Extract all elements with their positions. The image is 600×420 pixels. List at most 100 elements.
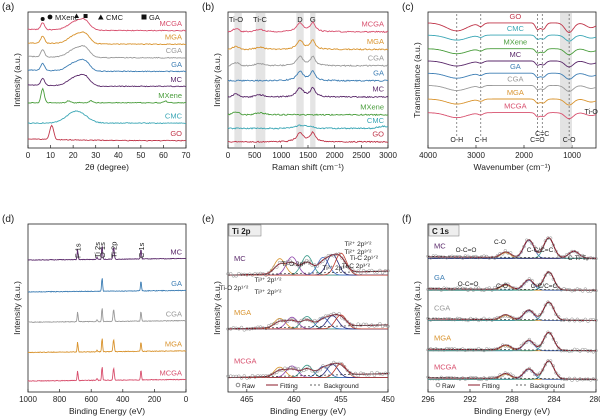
raw-point [364,322,368,327]
series-label: MC [170,247,182,256]
raw-point [583,348,587,352]
raw-point [506,282,510,286]
component-label: Ti³⁺ 2p³ᐟ² [255,289,283,296]
raw-point [345,319,349,324]
raw-point [533,245,537,249]
series-label: MC [234,254,246,263]
raw-point [332,311,336,316]
series-line [27,73,187,88]
raw-point [562,254,566,259]
raw-point [530,369,534,373]
raw-point [535,372,539,377]
raw-point [453,318,457,322]
raw-point [307,365,312,370]
raw-point [538,371,542,375]
title-box [428,224,460,237]
raw-point [239,376,244,380]
raw-point [471,288,475,292]
raw-point [267,374,271,378]
raw-point [375,270,379,274]
raw-point [318,261,322,265]
series-line [428,112,597,120]
raw-point [288,259,293,263]
raw-point [591,350,595,354]
raw-point [340,316,344,320]
raw-point [342,365,347,369]
component-label: C-C/C=C [527,247,554,254]
panel-title: C 1s [432,227,449,236]
series-line [227,21,389,33]
x-tick-label: 1000 [19,395,37,404]
raw-point [332,360,336,365]
component-label: C-C/C=C [531,283,558,290]
panel-e: (e) 465 460 455 450 Binding Energy (eV) Intens… [202,214,395,416]
raw-point [517,347,521,351]
raw-point [570,378,574,382]
raw-point [554,283,558,287]
raw-point [538,312,542,317]
band-label: D [297,15,303,24]
raw-point [370,268,374,273]
legend-label: GA [149,13,160,22]
x-tick-label: 1500 [299,151,317,160]
raw-point [583,287,587,291]
series-label: CMC [507,24,525,33]
raw-point [509,372,513,376]
x-tick-label: 280 [589,395,600,404]
raw-point [538,282,542,286]
raw-point [250,273,255,277]
raw-point [356,373,360,378]
x-tick-label: 288 [505,395,519,404]
series-label: MGA [434,334,451,343]
panel-d: (d) 1000 800 600 400 200 0 Binding Energy (eV) I… [2,214,189,416]
raw-point [482,316,486,320]
series-label: CMC [165,112,183,121]
raw-point [348,267,352,271]
raw-point [275,321,279,325]
peak-label: Ti 2s [93,242,102,258]
raw-point [275,265,279,269]
raw-point [261,272,265,276]
raw-point [272,372,276,376]
x-tick-label: 3000 [467,151,485,160]
component-label: O-C=O [456,247,477,254]
x-tick-label: 60 [159,151,168,160]
raw-point [575,317,579,321]
raw-point [575,348,579,352]
raw-point [541,340,545,345]
raw-point [549,331,553,336]
x-axis-label: Binding Energy (eV) [474,406,550,416]
series-label: MGA [165,33,182,42]
raw-point [461,256,465,260]
raw-point [517,287,521,291]
raw-point [573,288,577,292]
band-label: C=C [535,131,549,138]
x-tick-label: 2000 [326,151,344,160]
x-tick-label: 2000 [515,151,533,160]
raw-point [557,346,561,350]
raw-point [229,272,233,276]
x-tick-label: 3000 [379,151,397,160]
series-line [27,17,187,32]
raw-point [286,367,290,371]
panel-b: (b) 0 500 1000 1500 2000 2500 3000 Raman shift (… [202,2,397,172]
raw-point [527,277,531,281]
raw-point [386,324,390,328]
series-label: CGA [434,303,450,312]
raw-point [525,368,529,372]
raw-point [490,288,494,292]
raw-point [429,256,433,260]
raw-point [304,367,309,371]
series-label: GA [171,279,182,288]
legend-label: Raw [242,383,255,390]
raw-point [543,239,547,243]
raw-point [367,373,371,377]
fit-component [228,314,388,330]
raw-point [530,310,534,314]
raw-point [522,341,526,345]
raw-point [543,273,547,277]
legend-label: Raw [442,383,455,390]
raw-point [386,371,390,375]
raw-point [495,375,499,380]
